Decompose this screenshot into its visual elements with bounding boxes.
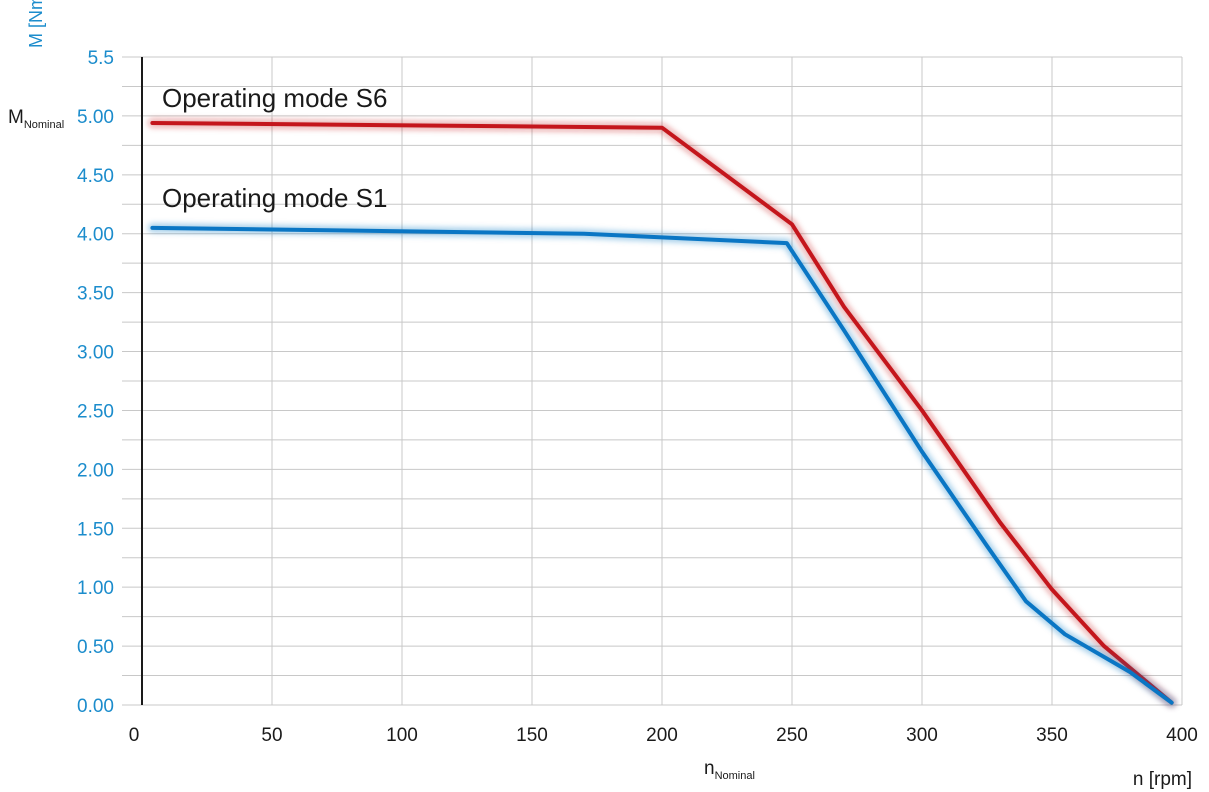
y-tick-label: 0.50 <box>77 637 114 658</box>
x-tick-label: 50 <box>261 725 282 746</box>
x-tick-label: 350 <box>1036 725 1068 746</box>
y-tick-label: 3.00 <box>77 343 114 364</box>
y-tick-label: 5.5 <box>88 48 114 69</box>
series-line <box>150 120 1174 705</box>
m-nominal-label: MNominal <box>8 107 64 131</box>
y-tick-label: 1.00 <box>77 578 114 599</box>
x-tick-label: 250 <box>776 725 808 746</box>
n-nominal-label: nNominal <box>704 758 755 782</box>
y-tick-label: 2.50 <box>77 401 114 422</box>
y-tick-label: 1.50 <box>77 519 114 540</box>
series-label: Operating mode S6 <box>162 83 387 113</box>
y-tick-label: 5.00 <box>77 107 114 128</box>
grid <box>122 56 1183 706</box>
y-tick-labels: 0.00 0.50 1.00 1.50 2.00 2.50 3.00 3.50 4.00 4.50… <box>77 48 114 717</box>
series-label: Operating mode S1 <box>162 183 387 213</box>
x-axis-title: n [rpm] <box>1133 769 1192 790</box>
y-tick-label: 4.00 <box>77 225 114 246</box>
x-tick-label: 400 <box>1166 725 1198 746</box>
y-tick-label: 2.00 <box>77 460 114 481</box>
series-lines <box>147 118 1177 708</box>
x-tick-label: 100 <box>386 725 418 746</box>
y-tick-label: 0.00 <box>77 696 114 717</box>
y-axis-title: M [Nm] <box>26 0 46 48</box>
y-tick-label: 3.50 <box>77 284 114 305</box>
x-tick-labels: 0 50 100 150 200 250 300 350 400 <box>129 725 1198 746</box>
y-tick-label: 4.50 <box>77 166 114 187</box>
x-tick-label: 0 <box>129 725 140 746</box>
x-tick-label: 200 <box>646 725 678 746</box>
x-tick-label: 150 <box>516 725 548 746</box>
x-tick-label: 300 <box>906 725 938 746</box>
series-line <box>150 225 1174 705</box>
chart-labels: Operating mode S6 Operating mode S1 M [Nm]… <box>8 0 1192 790</box>
